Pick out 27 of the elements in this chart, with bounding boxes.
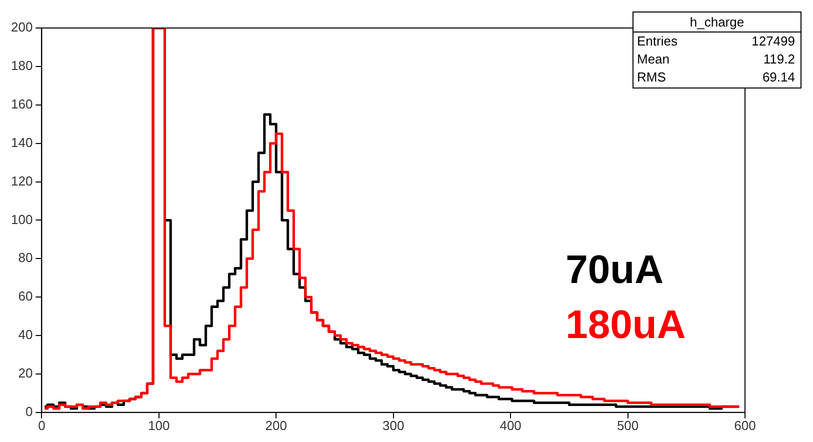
y-tick-label: 160	[10, 96, 33, 112]
y-tick-label: 0	[25, 404, 33, 419]
x-tick-label: 300	[382, 418, 404, 433]
y-tick-label: 180	[10, 58, 33, 74]
x-tick-label: 0	[38, 418, 46, 433]
y-tick-label: 100	[10, 212, 33, 227]
annotation: Mean	[637, 52, 670, 67]
y-tick-label: 140	[10, 134, 33, 150]
annotation: h_charge	[690, 14, 744, 30]
x-tick-label: 600	[734, 418, 756, 433]
y-tick-label: 120	[10, 173, 33, 188]
x-tick-label: 500	[616, 418, 639, 433]
annotation: RMS	[637, 70, 666, 85]
x-tick-label: 400	[500, 418, 522, 433]
y-tick-label: 200	[10, 20, 33, 35]
y-tick-label: 20	[18, 366, 33, 381]
text: 69.14	[762, 70, 795, 85]
text: 70uA	[566, 248, 664, 292]
annotation: Entries	[637, 34, 678, 49]
y-tick-label: 60	[18, 288, 33, 304]
series-label: 180uA	[566, 303, 686, 347]
text: 119.2	[763, 52, 795, 67]
y-tick-label: 80	[18, 250, 33, 266]
y-tick-label: 40	[18, 327, 33, 342]
text: 127499	[752, 34, 795, 49]
x-tick-label: 200	[265, 418, 287, 433]
x-tick-label: 100	[148, 418, 170, 433]
